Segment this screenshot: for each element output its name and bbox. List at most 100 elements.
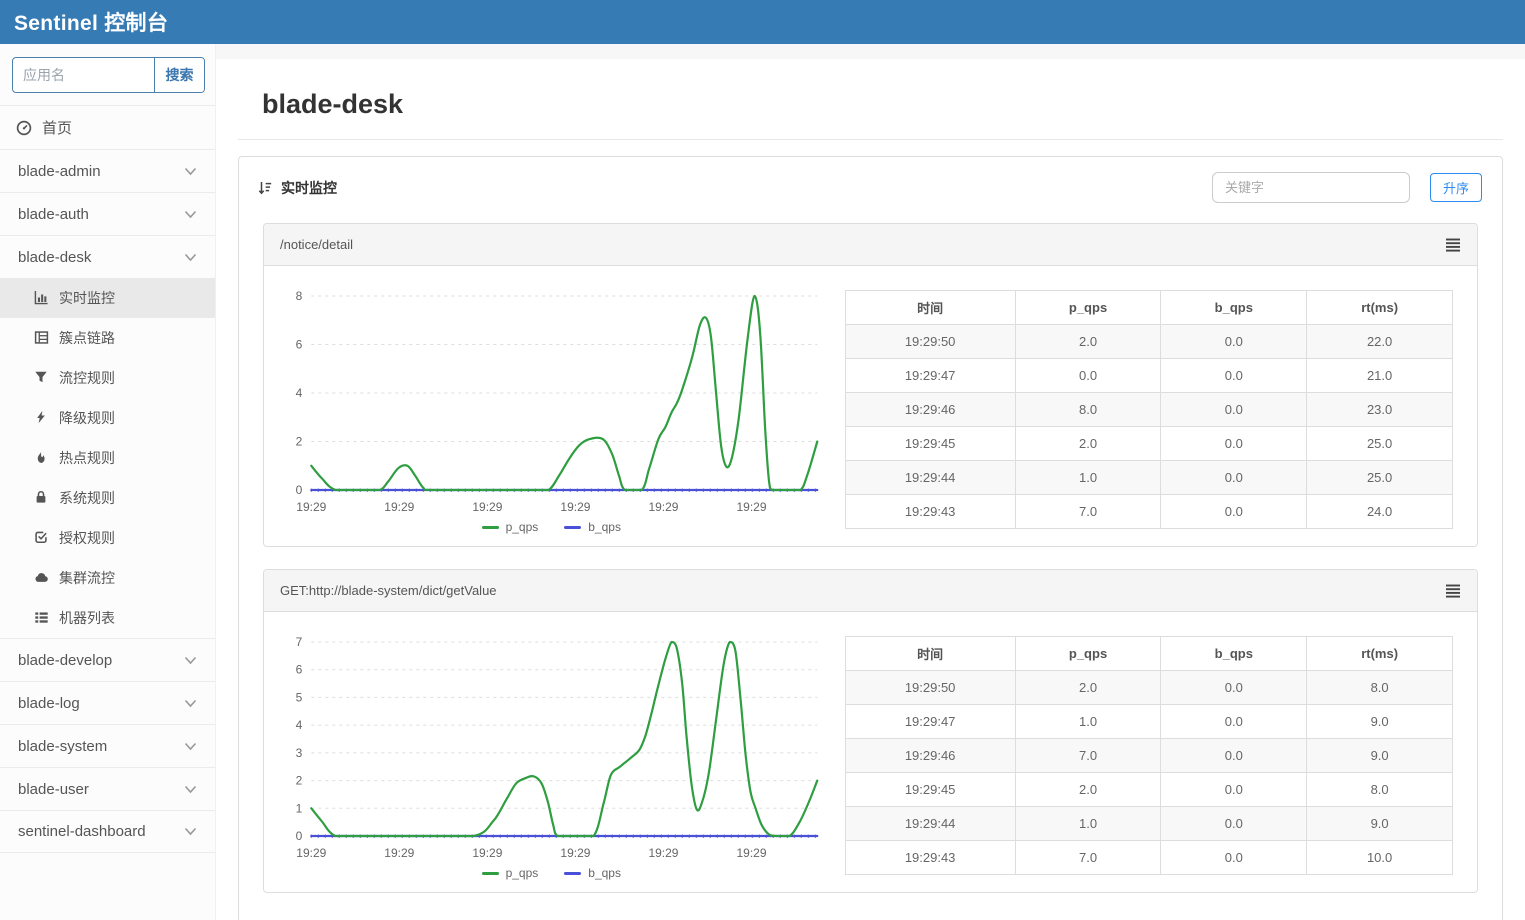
- svg-text:4: 4: [296, 386, 303, 400]
- svg-text:6: 6: [296, 338, 303, 352]
- sidebar-item-label: blade-desk: [18, 248, 92, 266]
- sidebar-item-item-5[interactable]: 簇点链路: [0, 318, 215, 358]
- sort-amount-icon: [257, 180, 273, 196]
- metrics-table: 时间 p_qps b_qps rt(ms) 19:29:50 2.0 0.0 22.0 19:2…: [844, 290, 1453, 529]
- table-cell: 19:29:45: [844, 772, 1016, 807]
- sidebar-item-item-10[interactable]: 授权规则: [0, 518, 215, 558]
- table-row: 19:29:44 1.0 0.0 9.0: [844, 806, 1453, 841]
- sidebar-item-label: 实时监控: [59, 290, 115, 306]
- legend-item[interactable]: b_qps: [564, 866, 621, 880]
- app-search-button[interactable]: 搜索: [154, 58, 204, 92]
- column-header: p_qps: [1014, 290, 1162, 325]
- sidebar-item-item-6[interactable]: 流控规则: [0, 358, 215, 398]
- svg-text:6: 6: [296, 663, 303, 677]
- sidebar-item-blade-user[interactable]: blade-user: [0, 767, 215, 810]
- svg-text:19:29: 19:29: [560, 500, 590, 514]
- table-cell: 8.0: [1306, 772, 1453, 807]
- table-cell: 0.0: [1160, 738, 1308, 773]
- svg-text:4: 4: [296, 718, 303, 732]
- table-cell: 19:29:43: [844, 494, 1016, 529]
- sidebar-item-label: 首页: [42, 120, 73, 137]
- column-header: 时间: [844, 636, 1016, 671]
- table-cell: 0.0: [1160, 494, 1308, 529]
- table-row: 19:29:50 2.0 0.0 22.0: [844, 324, 1453, 359]
- chevron-down-icon: [184, 656, 197, 665]
- chevron-down-icon: [184, 699, 197, 708]
- sidebar-item-blade-admin[interactable]: blade-admin: [0, 149, 215, 192]
- sidebar-item-blade-auth[interactable]: blade-auth: [0, 192, 215, 235]
- qps-chart: 0 1 2 3 4 5 6 7 19:29 19:29 19:29 19:29 19:29 19:29 p_…: [270, 624, 833, 880]
- svg-text:19:29: 19:29: [472, 846, 502, 860]
- table-cell: 22.0: [1306, 324, 1453, 359]
- sidebar-item-item-12[interactable]: 机器列表: [0, 598, 215, 638]
- sidebar-item-blade-develop[interactable]: blade-develop: [0, 638, 215, 681]
- main-area: blade-desk 实时监控 升序: [216, 44, 1525, 920]
- sidebar-item-blade-desk[interactable]: blade-desk: [0, 235, 215, 278]
- sidebar-item-item-9[interactable]: 系统规则: [0, 478, 215, 518]
- panel-title: 实时监控: [281, 179, 337, 196]
- chart-legend: p_qps b_qps: [270, 866, 833, 880]
- resource-card: /notice/detail 0 2 4 6 8 19:29 19:29 19:29 19:29…: [263, 223, 1478, 547]
- svg-text:19:29: 19:29: [648, 846, 678, 860]
- table-row: 19:29:43 7.0 0.0 24.0: [844, 494, 1453, 529]
- sidebar-item-label: 热点规则: [59, 450, 115, 466]
- column-header: b_qps: [1160, 636, 1308, 671]
- table-cell: 8.0: [1306, 670, 1453, 705]
- sidebar-item-blade-system[interactable]: blade-system: [0, 724, 215, 767]
- table-cell: 10.0: [1306, 840, 1453, 875]
- chevron-down-icon: [184, 210, 197, 219]
- svg-text:2: 2: [296, 435, 303, 449]
- table-cell: 0.0: [1014, 358, 1162, 393]
- cloud-icon: [34, 570, 50, 586]
- chevron-down-icon: [184, 253, 197, 262]
- sidebar-item-label: 授权规则: [59, 530, 115, 546]
- chevron-down-icon: [184, 785, 197, 794]
- svg-text:0: 0: [296, 829, 303, 843]
- sidebar-item-item-11[interactable]: 集群流控: [0, 558, 215, 598]
- table-row: 19:29:50 2.0 0.0 8.0: [844, 670, 1453, 705]
- keyword-input[interactable]: [1211, 172, 1410, 203]
- sidebar-menu: 首页 blade-admin blade-auth blade-desk 实时监控簇点链…: [0, 105, 215, 853]
- table-row: 19:29:45 2.0 0.0 25.0: [844, 426, 1453, 461]
- sidebar-item-label: blade-auth: [18, 205, 89, 223]
- sidebar-item-home[interactable]: 首页: [0, 105, 215, 149]
- svg-text:19:29: 19:29: [560, 846, 590, 860]
- table-cell: 1.0: [1014, 704, 1162, 739]
- sort-order-button[interactable]: 升序: [1429, 173, 1482, 202]
- sidebar-item-label: sentinel-dashboard: [18, 823, 146, 840]
- table-cell: 19:29:47: [844, 358, 1016, 393]
- menu-lines-icon[interactable]: [1445, 584, 1461, 598]
- svg-text:19:29: 19:29: [384, 846, 414, 860]
- table-cell: 9.0: [1306, 704, 1453, 739]
- sidebar-item-item-8[interactable]: 热点规则: [0, 438, 215, 478]
- menu-lines-icon[interactable]: [1445, 238, 1461, 252]
- table-row: 19:29:43 7.0 0.0 10.0: [844, 840, 1453, 875]
- svg-text:7: 7: [296, 635, 303, 649]
- sidebar-item-sentinel-dashboard[interactable]: sentinel-dashboard: [0, 810, 215, 853]
- table-cell: 7.0: [1014, 738, 1162, 773]
- legend-dash-icon: [564, 871, 582, 875]
- check-square-icon: [34, 530, 50, 546]
- legend-item[interactable]: p_qps: [481, 866, 538, 880]
- table-cell: 2.0: [1014, 324, 1162, 359]
- table-cell: 19:29:45: [844, 426, 1016, 461]
- legend-item[interactable]: p_qps: [481, 520, 538, 534]
- svg-text:8: 8: [296, 289, 303, 303]
- legend-item[interactable]: b_qps: [564, 520, 621, 534]
- sidebar-item-blade-log[interactable]: blade-log: [0, 681, 215, 724]
- table-row: 19:29:46 8.0 0.0 23.0: [844, 392, 1453, 427]
- sidebar-item-item-4[interactable]: 实时监控: [0, 278, 215, 318]
- sidebar-item-item-7[interactable]: 降级规则: [0, 398, 215, 438]
- sidebar-item-label: blade-user: [18, 780, 89, 798]
- sidebar: 搜索 首页 blade-admin blade-auth blade-desk 实时监控…: [0, 44, 216, 920]
- table-cell: 0.0: [1160, 460, 1308, 495]
- svg-text:2: 2: [296, 774, 303, 788]
- sidebar-item-label: 降级规则: [59, 410, 115, 426]
- resource-title: /notice/detail: [280, 237, 353, 252]
- svg-text:3: 3: [296, 746, 303, 760]
- app-search-input[interactable]: [13, 58, 154, 92]
- table-cell: 19:29:44: [844, 806, 1016, 841]
- svg-text:19:29: 19:29: [648, 500, 678, 514]
- qps-chart: 0 2 4 6 8 19:29 19:29 19:29 19:29 19:29 19:29 p_qps…: [270, 278, 833, 534]
- svg-text:0: 0: [296, 483, 303, 497]
